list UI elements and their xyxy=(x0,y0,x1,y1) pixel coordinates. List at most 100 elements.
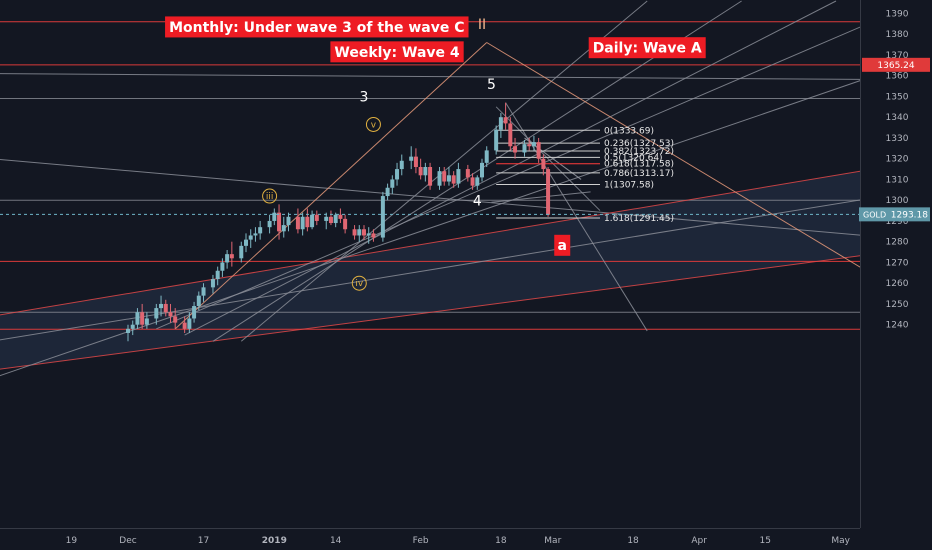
candle-body xyxy=(328,216,333,224)
candle-69 xyxy=(513,137,518,159)
candle-body xyxy=(508,123,513,147)
price-tick-11: 1350 xyxy=(886,92,909,102)
candle-body xyxy=(210,279,215,288)
price-tick-8: 1320 xyxy=(886,155,909,165)
candle-20 xyxy=(239,241,244,263)
candle-18 xyxy=(225,250,230,269)
price-tick-13: 1370 xyxy=(886,51,909,61)
candle-23 xyxy=(253,227,258,242)
candle-28 xyxy=(281,216,286,238)
candle-39 xyxy=(343,214,348,234)
candle-27 xyxy=(277,204,282,240)
time-tick-5: Feb xyxy=(413,536,429,546)
trend-line-6 xyxy=(156,26,860,330)
fib-level-label-1: 0.236(1327.53) xyxy=(604,139,674,149)
candle-body xyxy=(338,214,343,219)
candle-24 xyxy=(258,220,263,240)
price-tick-10: 1340 xyxy=(886,113,909,123)
fib-level-label-3: 0.5(1320.64) xyxy=(604,153,663,163)
candle-13 xyxy=(196,291,201,311)
candle-body xyxy=(409,156,414,161)
candle-10 xyxy=(182,316,187,333)
candle-0 xyxy=(126,324,130,342)
annotation-text: Monthly: Under wave 3 of the wave C xyxy=(169,20,464,36)
candle-55 xyxy=(437,167,442,190)
candle-body xyxy=(229,254,234,259)
candle-14 xyxy=(201,283,206,302)
candle-body xyxy=(333,214,338,224)
candle-16 xyxy=(215,266,220,286)
candle-7 xyxy=(163,299,168,317)
annotation-1: Weekly: Wave 4 xyxy=(330,41,464,63)
candle-67 xyxy=(503,102,508,130)
candle-body xyxy=(531,142,536,147)
candle-body xyxy=(503,117,508,124)
candle-22 xyxy=(248,229,253,248)
candle-25 xyxy=(267,214,272,234)
candle-56 xyxy=(442,167,447,186)
candle-body xyxy=(366,233,371,236)
candle-19 xyxy=(229,241,234,267)
candle-59 xyxy=(456,162,461,188)
candle-51 xyxy=(413,148,418,174)
wave-circle xyxy=(365,116,381,132)
candle-body xyxy=(140,312,145,325)
candle-66 xyxy=(498,113,503,138)
trend-line-4 xyxy=(0,199,860,341)
candle-body xyxy=(385,187,390,197)
candle-body xyxy=(244,239,248,246)
time-tick-6: 18 xyxy=(495,536,507,546)
fib-level-label-6: 1(1307.58) xyxy=(604,180,654,190)
candle-43 xyxy=(366,227,371,244)
trend-line-10 xyxy=(174,42,488,330)
annotation-text: Weekly: Wave 4 xyxy=(334,45,460,61)
candle-body xyxy=(541,158,546,170)
candle-34 xyxy=(314,210,319,226)
wave-circle-text: iv xyxy=(355,279,364,289)
candle-body xyxy=(442,171,447,182)
candle-body xyxy=(470,177,475,186)
candle-body xyxy=(196,295,201,307)
candle-body xyxy=(484,150,489,163)
candle-72 xyxy=(531,135,536,151)
candle-30 xyxy=(295,208,300,234)
candle-body xyxy=(399,160,404,170)
plot-area: 0(1333.69)0.236(1327.53)0.382(1323.72)0.… xyxy=(0,0,860,377)
candle-45 xyxy=(380,191,385,242)
candle-body xyxy=(168,312,173,317)
current-price-bg xyxy=(859,207,930,222)
candle-40 xyxy=(352,225,357,240)
price-tick-5: 1290 xyxy=(886,217,909,227)
current-price-value: 1293.18 xyxy=(891,210,928,220)
time-tick-11: May xyxy=(831,536,850,546)
candle-52 xyxy=(418,158,423,180)
candle-9 xyxy=(173,308,178,329)
candle-61 xyxy=(470,173,475,190)
candle-60 xyxy=(465,164,470,182)
candle-body xyxy=(305,216,310,228)
fib-level-label-4: 0.618(1317.58) xyxy=(604,160,674,170)
candle-32 xyxy=(305,208,310,232)
wave-label-2: 3 xyxy=(360,90,369,106)
candle-3 xyxy=(140,303,145,329)
time-tick-10: 15 xyxy=(759,536,770,546)
candle-body xyxy=(277,212,282,232)
candle-41 xyxy=(357,225,362,242)
candle-65 xyxy=(494,125,499,155)
candle-body xyxy=(513,146,518,153)
candle-57 xyxy=(446,167,451,186)
candle-body xyxy=(527,144,532,147)
candle-body xyxy=(173,316,178,323)
candle-37 xyxy=(333,212,338,228)
candle-62 xyxy=(475,175,480,190)
candle-body xyxy=(343,218,348,230)
candle-body xyxy=(239,245,244,259)
wave-circle-text: iii xyxy=(266,192,274,202)
candle-63 xyxy=(480,158,484,182)
candle-1 xyxy=(130,320,135,336)
price-tick-0: 1240 xyxy=(886,321,909,331)
current-price-tag: GOLD 1293.18 xyxy=(859,207,930,222)
candle-31 xyxy=(300,212,305,236)
